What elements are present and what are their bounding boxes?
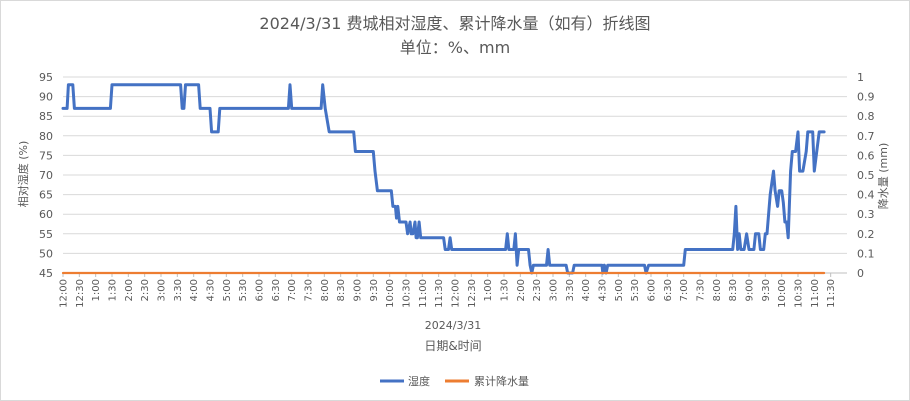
x-tick-label: 1:30 xyxy=(108,279,119,301)
x-tick-label: 7:30 xyxy=(304,279,315,301)
x-tick-label: 4:00 xyxy=(189,279,200,301)
right-y-axis: 0 0.1 0.2 0.3 0.4 0.5 0.6 0.7 0.8 0.9 1 xyxy=(857,71,875,280)
x-tick-label: 12:00 xyxy=(451,279,462,308)
x-tick-label: 11:30 xyxy=(434,279,445,308)
right-tick-label: 0.3 xyxy=(857,208,875,221)
right-tick-label: 0 xyxy=(857,267,864,280)
left-tick-label: 50 xyxy=(39,247,53,260)
x-tick-label: 5:30 xyxy=(630,279,641,301)
x-tick-label: 10:30 xyxy=(402,279,413,308)
left-tick-label: 45 xyxy=(39,267,53,280)
x-tick-label: 1:00 xyxy=(91,279,102,301)
right-tick-label: 0.8 xyxy=(857,110,875,123)
left-tick-label: 60 xyxy=(39,208,53,221)
right-tick-label: 0.4 xyxy=(857,189,875,202)
x-tick-label: 5:00 xyxy=(614,279,625,301)
x-tick-label: 4:30 xyxy=(598,279,609,301)
x-tick-label: 8:00 xyxy=(320,279,331,301)
x-axis-title: 日期&时间 xyxy=(424,339,481,353)
left-y-axis: 45 50 55 60 65 70 75 80 85 90 95 xyxy=(39,71,53,280)
legend-label-humidity: 湿度 xyxy=(408,374,430,388)
x-tick-label: 3:30 xyxy=(173,279,184,301)
x-tick-label: 12:00 xyxy=(59,279,70,308)
x-tick-label: 3:30 xyxy=(565,279,576,301)
x-tick-label: 3:00 xyxy=(157,279,168,301)
x-tick-label: 1:30 xyxy=(500,279,511,301)
left-tick-label: 70 xyxy=(39,169,53,182)
x-tick-label: 11:30 xyxy=(826,279,837,308)
x-tick-label: 9:00 xyxy=(353,279,364,301)
series-line-humidity xyxy=(61,83,826,275)
right-tick-label: 0.2 xyxy=(857,228,875,241)
left-tick-label: 55 xyxy=(39,228,53,241)
left-tick-label: 80 xyxy=(39,130,53,143)
legend-label-precip: 累计降水量 xyxy=(474,374,529,388)
x-tick-label: 11:00 xyxy=(418,279,429,308)
x-tick-label: 4:00 xyxy=(581,279,592,301)
legend: 湿度 累计降水量 xyxy=(380,374,529,388)
x-tick-label: 7:30 xyxy=(696,279,707,301)
right-tick-label: 0.5 xyxy=(857,169,875,182)
left-tick-label: 75 xyxy=(39,149,53,162)
left-tick-label: 90 xyxy=(39,91,53,104)
x-tick-label: 2:30 xyxy=(140,279,151,301)
x-tick-label: 9:30 xyxy=(369,279,380,301)
x-tick-label: 2:00 xyxy=(124,279,135,301)
right-tick-label: 0.1 xyxy=(857,247,875,260)
right-axis-title: 降水量 (mm) xyxy=(876,143,890,210)
x-axis: 12:00 12:30 1:00 1:30 2:00 2:30 3:00 3:30 4:00 4:… xyxy=(59,272,847,308)
left-tick-label: 95 xyxy=(39,71,53,84)
x-tick-label: 8:00 xyxy=(712,279,723,301)
x-tick-label: 2:00 xyxy=(516,279,527,301)
chart-subtitle: 单位：%、mm xyxy=(400,38,510,57)
right-tick-label: 0.9 xyxy=(857,91,875,104)
x-tick-label: 10:00 xyxy=(777,279,788,308)
left-tick-label: 85 xyxy=(39,110,53,123)
x-tick-label: 7:00 xyxy=(287,279,298,301)
x-group-label: 2024/3/31 xyxy=(425,319,481,332)
right-tick-label: 0.7 xyxy=(857,130,875,143)
x-tick-label: 8:30 xyxy=(336,279,347,301)
x-tick-label: 12:30 xyxy=(75,279,86,308)
x-tick-label: 8:30 xyxy=(728,279,739,301)
x-tick-label: 9:00 xyxy=(745,279,756,301)
x-tick-label: 1:00 xyxy=(483,279,494,301)
x-tick-label: 6:30 xyxy=(663,279,674,301)
x-tick-label: 3:00 xyxy=(549,279,560,301)
left-axis-title: 相对湿度 (%) xyxy=(16,141,30,208)
right-tick-label: 1 xyxy=(857,71,864,84)
x-tick-label: 6:30 xyxy=(271,279,282,301)
chart-title: 2024/3/31 费城相对湿度、累计降水量（如有）折线图 xyxy=(259,14,650,33)
x-tick-label: 9:30 xyxy=(761,279,772,301)
gridlines xyxy=(63,76,847,274)
x-tick-label: 5:30 xyxy=(238,279,249,301)
x-tick-label: 6:00 xyxy=(647,279,658,301)
right-tick-label: 0.6 xyxy=(857,149,875,162)
x-tick-label: 12:30 xyxy=(467,279,478,308)
x-tick-label: 4:30 xyxy=(206,279,217,301)
x-tick-label: 10:00 xyxy=(385,279,396,308)
x-tick-label: 2:30 xyxy=(532,279,543,301)
left-tick-label: 65 xyxy=(39,189,53,202)
series-group xyxy=(61,83,826,275)
x-tick-label: 5:00 xyxy=(222,279,233,301)
x-tick-label: 10:30 xyxy=(794,279,805,308)
x-tick-label: 7:00 xyxy=(679,279,690,301)
x-tick-label: 6:00 xyxy=(255,279,266,301)
x-tick-label: 11:00 xyxy=(810,279,821,308)
